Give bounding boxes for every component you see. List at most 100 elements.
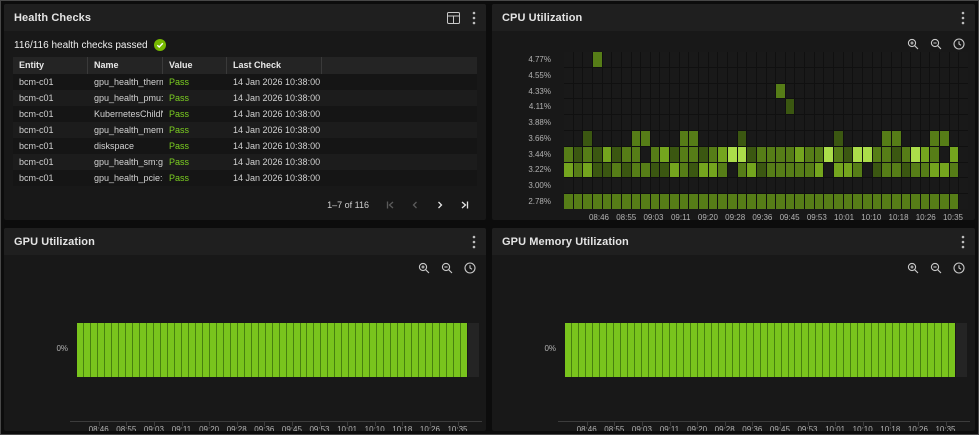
heatmap-cell bbox=[641, 194, 650, 209]
heatmap-cell bbox=[708, 131, 718, 146]
x-tick-label: 10:26 bbox=[419, 425, 440, 431]
heatmap-cell bbox=[911, 52, 920, 67]
time-range-clock-icon[interactable] bbox=[953, 262, 965, 274]
heatmap-cell bbox=[621, 52, 631, 67]
x-tick-label: 10:18 bbox=[392, 425, 413, 431]
heatmap-cell bbox=[592, 146, 602, 162]
heatmap-cell bbox=[564, 131, 573, 146]
heatmap-cell bbox=[660, 178, 670, 194]
bar bbox=[433, 323, 440, 377]
table-row[interactable]: bcm-c01 gpu_health_pmu:gp… Pass 14 Jan 2026… bbox=[13, 90, 477, 106]
gpu-chart: 0% 08:46 08:55 09:03 09:11 09:20 09:28 09:36 09… bbox=[4, 255, 486, 431]
bar bbox=[858, 323, 865, 377]
bar bbox=[676, 323, 683, 377]
heatmap-cell bbox=[805, 178, 814, 194]
bar bbox=[202, 323, 209, 377]
heatmap-cell bbox=[756, 99, 766, 115]
heatmap-cell bbox=[747, 178, 756, 194]
cpu-heatmap[interactable] bbox=[564, 52, 968, 209]
previous-page-icon[interactable] bbox=[410, 200, 420, 210]
bar bbox=[237, 323, 244, 377]
heatmap-cell bbox=[631, 99, 641, 115]
heatmap-cell bbox=[679, 99, 689, 115]
heatmap-cell bbox=[727, 131, 737, 146]
heatmap-cell bbox=[621, 162, 631, 178]
heatmap-cell bbox=[612, 146, 621, 162]
bar bbox=[384, 323, 391, 377]
heatmap-cell bbox=[882, 194, 891, 209]
heatmap-cell bbox=[602, 67, 612, 83]
column-header[interactable]: Last Check bbox=[227, 57, 322, 74]
bar bbox=[634, 323, 641, 377]
heatmap-cell bbox=[679, 146, 689, 162]
heatmap-cell bbox=[766, 115, 776, 130]
heatmap-cell bbox=[564, 115, 573, 130]
next-page-icon[interactable] bbox=[435, 200, 445, 210]
first-page-icon[interactable] bbox=[385, 200, 395, 210]
bar-chart-x-axis-line bbox=[70, 421, 482, 426]
cell-entity: bcm-c01 bbox=[19, 157, 54, 167]
zoom-out-icon[interactable] bbox=[441, 262, 453, 274]
gpu-bars[interactable] bbox=[77, 323, 468, 377]
heatmap-cell bbox=[708, 52, 718, 67]
heatmap-cell bbox=[853, 83, 862, 99]
column-header[interactable]: Entity bbox=[13, 57, 88, 74]
heatmap-cell bbox=[882, 52, 891, 67]
panel-menu-kebab-icon[interactable] bbox=[961, 235, 965, 249]
heatmap-cell bbox=[727, 146, 737, 162]
heatmap-cell bbox=[824, 67, 833, 83]
zoom-in-icon[interactable] bbox=[907, 38, 919, 50]
panel-menu-kebab-icon[interactable] bbox=[472, 11, 476, 25]
zoom-in-icon[interactable] bbox=[418, 262, 430, 274]
x-tick-label: 09:03 bbox=[143, 425, 164, 431]
heatmap-cell bbox=[785, 115, 795, 130]
gpu-memory-bars[interactable] bbox=[565, 323, 956, 377]
zoom-in-icon[interactable] bbox=[907, 262, 919, 274]
heatmap-cell bbox=[824, 146, 833, 162]
table-view-icon[interactable] bbox=[447, 11, 460, 24]
table-row[interactable]: bcm-c01 gpu_health_mem:g… Pass 14 Jan 2026 … bbox=[13, 122, 477, 138]
heatmap-cell bbox=[872, 131, 882, 146]
zoom-out-icon[interactable] bbox=[930, 262, 942, 274]
panel-menu-kebab-icon[interactable] bbox=[961, 11, 965, 25]
zoom-out-icon[interactable] bbox=[930, 38, 942, 50]
heatmap-cell bbox=[718, 99, 727, 115]
column-header[interactable]: Name bbox=[88, 57, 163, 74]
table-row[interactable]: bcm-c01 gpu_health_sm:gpu0 Pass 14 Jan 2026… bbox=[13, 154, 477, 170]
time-range-clock-icon[interactable] bbox=[464, 262, 476, 274]
heatmap-cell bbox=[824, 131, 833, 146]
last-page-icon[interactable] bbox=[460, 200, 470, 210]
y-tick-label: 3.00% bbox=[528, 180, 551, 190]
heatmap-cell bbox=[573, 52, 583, 67]
cell-value: Pass bbox=[169, 157, 190, 167]
table-row[interactable]: bcm-c01 diskspace Pass 14 Jan 2026 10:38:00 bbox=[13, 138, 477, 154]
heatmap-cell bbox=[891, 178, 901, 194]
table-row[interactable]: bcm-c01 gpu_health_therma… Pass 14 Jan 2026… bbox=[13, 74, 477, 90]
heatmap-cell bbox=[756, 178, 766, 194]
heatmap-cell bbox=[621, 67, 631, 83]
heatmap-cell bbox=[862, 83, 872, 99]
heatmap-cell bbox=[853, 194, 862, 209]
bar bbox=[739, 323, 746, 377]
table-row[interactable]: bcm-c01 KubernetesChildNo… Pass 14 Jan 2026… bbox=[13, 106, 477, 122]
heatmap-cell bbox=[660, 115, 670, 130]
heatmap-cell bbox=[708, 194, 718, 209]
heatmap-cell bbox=[795, 146, 805, 162]
bar bbox=[865, 323, 872, 377]
panel-menu-kebab-icon[interactable] bbox=[472, 235, 476, 249]
column-header[interactable]: Value bbox=[163, 57, 227, 74]
cell-name: gpu_health_pcie:gp… bbox=[94, 173, 163, 183]
cell-filler bbox=[322, 138, 477, 154]
heatmap-cell bbox=[940, 52, 949, 67]
heatmap-cell bbox=[756, 67, 766, 83]
bar bbox=[167, 323, 174, 377]
table-row[interactable]: bcm-c01 gpu_health_pcie:gp… Pass 14 Jan 202… bbox=[13, 170, 477, 186]
bar bbox=[258, 323, 265, 377]
heatmap-cell bbox=[940, 162, 949, 178]
heatmap-cell bbox=[862, 162, 872, 178]
heatmap-cell bbox=[785, 83, 795, 99]
heatmap-cell bbox=[901, 194, 911, 209]
time-range-clock-icon[interactable] bbox=[953, 38, 965, 50]
cell-name: diskspace bbox=[94, 141, 135, 151]
